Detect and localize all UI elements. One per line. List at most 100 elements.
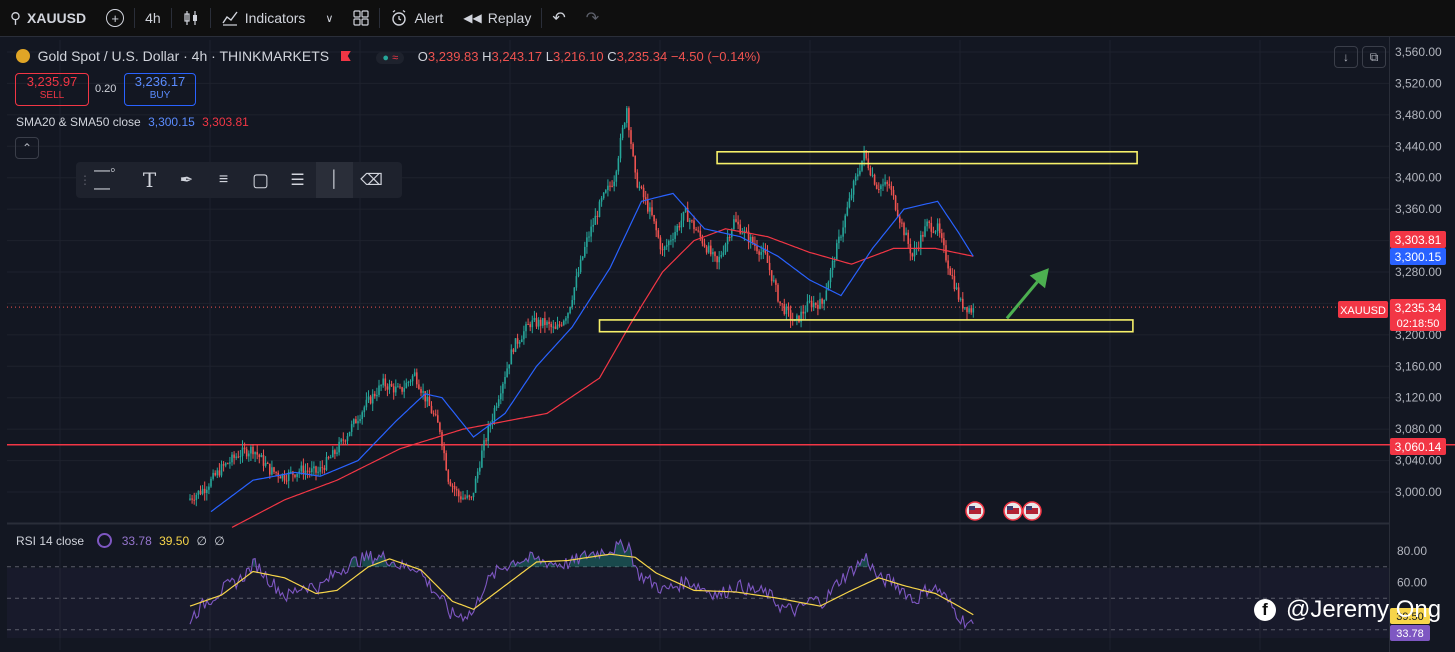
price-tick-label: 3,120.00 — [1395, 391, 1442, 405]
interval-button[interactable]: 4h — [135, 0, 171, 36]
candle — [760, 252, 762, 255]
candle — [699, 230, 702, 237]
candle — [523, 331, 525, 340]
candle — [934, 231, 937, 233]
candle — [264, 462, 267, 466]
candle — [365, 399, 368, 408]
market-status[interactable]: ● ≈ — [376, 52, 405, 64]
brush-tool-button[interactable]: ✒ — [168, 162, 205, 198]
eraser-tool-button[interactable]: ⌫ — [353, 162, 390, 198]
buy-button[interactable]: 3,236.17 BUY — [124, 73, 196, 106]
alert-button[interactable]: Alert — [380, 0, 453, 36]
candle — [850, 194, 853, 199]
candle — [294, 474, 296, 477]
candle — [863, 150, 865, 161]
candle — [287, 472, 290, 481]
candle — [741, 233, 744, 235]
candle — [384, 378, 387, 387]
chart-area[interactable]: 3,000.00 3,040.00 3,080.00 3,120.00 3,160.00… — [0, 37, 1455, 652]
settings-tool-button[interactable]: ☰ — [279, 162, 316, 198]
text-tool-button[interactable]: T — [131, 162, 168, 198]
chart-type-button[interactable] — [172, 0, 210, 36]
candle — [875, 184, 878, 189]
fib-tool-button[interactable]: ≡ — [205, 162, 242, 198]
candle — [514, 338, 517, 352]
scroll-down-button[interactable]: ↓ — [1334, 46, 1358, 68]
candle — [525, 324, 527, 332]
layouts-button[interactable] — [343, 0, 379, 36]
maximize-button[interactable]: ⧉ — [1362, 46, 1386, 68]
redo-button[interactable]: ↷ — [576, 0, 609, 36]
sell-button[interactable]: 3,235.97 SELL — [15, 73, 89, 106]
candle — [827, 282, 830, 291]
candle — [762, 249, 765, 253]
rsi-settings-icon[interactable] — [97, 533, 113, 548]
rectangle-tool-button[interactable]: ▢ — [242, 162, 279, 198]
symbol-search[interactable]: ⚲ XAUUSD — [0, 0, 96, 36]
candle — [655, 221, 657, 231]
rsi-label: RSI 14 close — [16, 534, 85, 548]
candle — [432, 413, 435, 415]
us-flag-icon[interactable] — [965, 501, 985, 521]
candle — [770, 270, 773, 282]
candle — [941, 233, 943, 239]
price-labels: 3,303.81 3,300.15 XAUUSD 3,235.34 02:18:… — [1338, 231, 1446, 641]
us-flag-icon[interactable] — [1003, 501, 1023, 521]
price-axis[interactable]: 3,000.00 3,040.00 3,080.00 3,120.00 3,160.00… — [1395, 45, 1442, 499]
replay-button[interactable]: ◀◀ Replay — [453, 0, 541, 36]
rsi-line — [189, 538, 974, 630]
vertical-line-tool-button[interactable]: │ — [316, 162, 353, 198]
support-zone[interactable] — [598, 319, 1134, 333]
candle — [481, 450, 483, 468]
symbol-title[interactable]: Gold Spot / U.S. Dollar · 4h · THINKMARK… — [37, 48, 330, 64]
redo-icon: ↷ — [585, 10, 600, 27]
candle — [279, 476, 282, 479]
plus-circle-icon: + — [106, 9, 125, 27]
candle — [250, 446, 252, 454]
zones[interactable] — [598, 150, 1138, 333]
candle — [206, 489, 208, 494]
price-tick-label: 3,200.00 — [1395, 328, 1442, 342]
candle — [472, 492, 475, 498]
indicators-button[interactable]: Indicators — [211, 0, 316, 36]
indicators-label: Indicators — [244, 10, 306, 26]
sma-legend[interactable]: SMA20 & SMA50 close 3,300.15 3,303.81 — [16, 115, 249, 129]
candle — [399, 386, 401, 388]
collapse-legend-button[interactable]: ⌃ — [15, 137, 39, 159]
candle — [237, 456, 240, 458]
event-flags[interactable] — [965, 501, 1042, 521]
us-flag-icon[interactable] — [1022, 501, 1042, 521]
candle — [968, 308, 970, 313]
candle — [903, 223, 905, 236]
main-legend: Gold Spot / U.S. Dollar · 4h · THINKMARK… — [16, 48, 760, 64]
candle — [563, 320, 565, 325]
candle — [390, 383, 393, 387]
toolbar-separator — [541, 8, 543, 28]
flag-icon[interactable] — [340, 51, 351, 61]
candle — [554, 326, 557, 329]
rsi-legend[interactable]: RSI 14 close 33.78 39.50 ∅ ∅ — [16, 533, 225, 548]
top-toolbar: ⚲ XAUUSD + 4h Indicators ∨ — [0, 0, 1455, 37]
candle — [447, 470, 450, 482]
line-tool-button[interactable]: —◦— — [94, 162, 131, 198]
resistance-zone[interactable] — [716, 150, 1138, 165]
candle — [300, 465, 303, 472]
trend-arrow[interactable] — [1005, 268, 1049, 320]
candle — [409, 381, 412, 383]
candle — [783, 304, 786, 315]
candle — [353, 419, 355, 425]
candle — [840, 236, 842, 238]
grid-icon — [353, 10, 370, 26]
candle — [285, 480, 288, 482]
candle — [468, 495, 471, 497]
rectangle-icon: ▢ — [251, 169, 269, 190]
undo-button[interactable]: ↶ — [542, 0, 575, 36]
drag-handle[interactable]: ⋮ — [79, 173, 91, 187]
gold-coin-icon — [16, 49, 30, 63]
candle — [691, 220, 693, 222]
compare-button[interactable]: + — [96, 0, 134, 36]
candle — [789, 310, 792, 321]
candle — [581, 256, 584, 260]
candle — [258, 454, 261, 458]
indicators-dropdown[interactable]: ∨ — [315, 0, 343, 36]
